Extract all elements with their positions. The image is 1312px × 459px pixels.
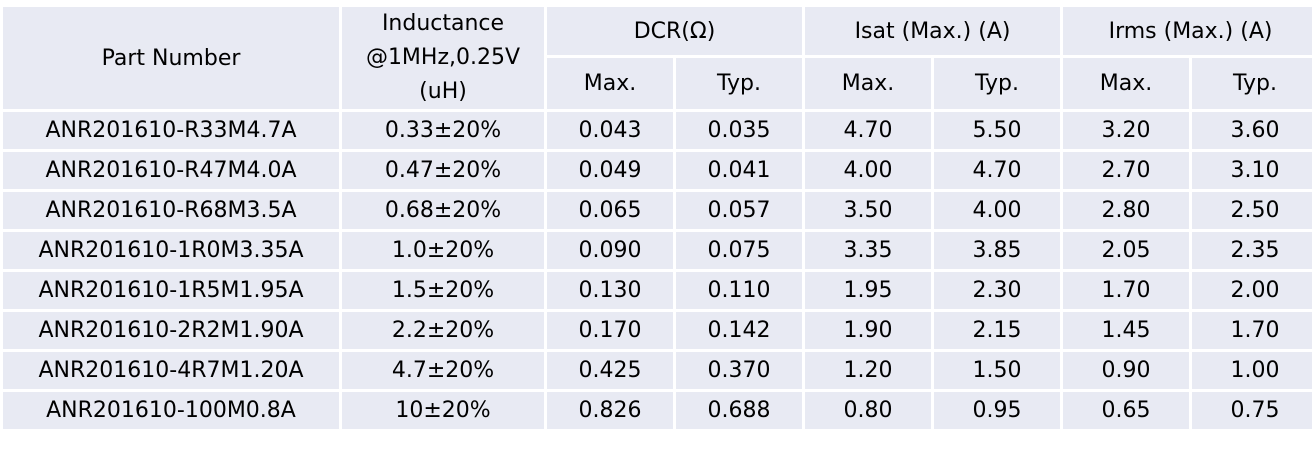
cell-isat-typ: 4.00: [934, 192, 1061, 229]
table-row: ANR201610-2R2M1.90A 2.2±20% 0.170 0.142 …: [3, 312, 1312, 349]
cell-part-number: ANR201610-100M0.8A: [3, 392, 339, 429]
cell-dcr-typ: 0.110: [676, 272, 803, 309]
cell-isat-typ: 5.50: [934, 112, 1061, 149]
cell-irms-typ: 2.35: [1192, 232, 1312, 269]
cell-isat-max: 3.50: [805, 192, 932, 229]
cell-dcr-typ: 0.370: [676, 352, 803, 389]
cell-isat-typ: 2.30: [934, 272, 1061, 309]
cell-isat-max: 4.00: [805, 152, 932, 189]
cell-irms-typ: 1.70: [1192, 312, 1312, 349]
cell-part-number: ANR201610-R47M4.0A: [3, 152, 339, 189]
header-inductance: Inductance @1MHz,0.25V (uH): [342, 7, 544, 109]
cell-dcr-max: 0.425: [547, 352, 673, 389]
header-dcr-typ: Typ.: [676, 58, 803, 109]
header-dcr-max: Max.: [547, 58, 673, 109]
cell-irms-max: 0.90: [1063, 352, 1190, 389]
cell-isat-typ: 1.50: [934, 352, 1061, 389]
cell-inductance: 2.2±20%: [342, 312, 544, 349]
cell-isat-typ: 2.15: [934, 312, 1061, 349]
table-row: ANR201610-4R7M1.20A 4.7±20% 0.425 0.370 …: [3, 352, 1312, 389]
cell-dcr-max: 0.065: [547, 192, 673, 229]
cell-isat-max: 3.35: [805, 232, 932, 269]
cell-isat-typ: 3.85: [934, 232, 1061, 269]
cell-irms-max: 2.80: [1063, 192, 1190, 229]
cell-irms-max: 0.65: [1063, 392, 1190, 429]
cell-isat-max: 0.80: [805, 392, 932, 429]
table-row: ANR201610-1R5M1.95A 1.5±20% 0.130 0.110 …: [3, 272, 1312, 309]
cell-part-number: ANR201610-1R0M3.35A: [3, 232, 339, 269]
cell-irms-max: 3.20: [1063, 112, 1190, 149]
table-row: ANR201610-100M0.8A 10±20% 0.826 0.688 0.…: [3, 392, 1312, 429]
cell-irms-typ: 3.10: [1192, 152, 1312, 189]
cell-inductance: 10±20%: [342, 392, 544, 429]
table-row: ANR201610-R68M3.5A 0.68±20% 0.065 0.057 …: [3, 192, 1312, 229]
cell-irms-typ: 1.00: [1192, 352, 1312, 389]
cell-irms-typ: 2.50: [1192, 192, 1312, 229]
cell-irms-max: 1.70: [1063, 272, 1190, 309]
table-row: ANR201610-R47M4.0A 0.47±20% 0.049 0.041 …: [3, 152, 1312, 189]
cell-part-number: ANR201610-R33M4.7A: [3, 112, 339, 149]
cell-irms-typ: 2.00: [1192, 272, 1312, 309]
cell-dcr-typ: 0.688: [676, 392, 803, 429]
cell-isat-typ: 0.95: [934, 392, 1061, 429]
cell-part-number: ANR201610-2R2M1.90A: [3, 312, 339, 349]
cell-part-number: ANR201610-R68M3.5A: [3, 192, 339, 229]
header-isat-typ: Typ.: [934, 58, 1061, 109]
table-row: ANR201610-1R0M3.35A 1.0±20% 0.090 0.075 …: [3, 232, 1312, 269]
cell-irms-typ: 0.75: [1192, 392, 1312, 429]
cell-isat-max: 1.95: [805, 272, 932, 309]
table-row: ANR201610-R33M4.7A 0.33±20% 0.043 0.035 …: [3, 112, 1312, 149]
cell-inductance: 4.7±20%: [342, 352, 544, 389]
cell-inductance: 0.33±20%: [342, 112, 544, 149]
cell-part-number: ANR201610-4R7M1.20A: [3, 352, 339, 389]
header-irms-max: Max.: [1063, 58, 1190, 109]
cell-dcr-max: 0.049: [547, 152, 673, 189]
cell-inductance: 1.5±20%: [342, 272, 544, 309]
cell-dcr-typ: 0.075: [676, 232, 803, 269]
cell-dcr-max: 0.043: [547, 112, 673, 149]
header-isat-max: Max.: [805, 58, 932, 109]
cell-dcr-max: 0.090: [547, 232, 673, 269]
cell-irms-max: 2.70: [1063, 152, 1190, 189]
cell-isat-max: 1.20: [805, 352, 932, 389]
header-isat: Isat (Max.) (A): [805, 7, 1061, 56]
cell-dcr-max: 0.170: [547, 312, 673, 349]
cell-dcr-typ: 0.142: [676, 312, 803, 349]
table-body: ANR201610-R33M4.7A 0.33±20% 0.043 0.035 …: [3, 112, 1312, 429]
header-inductance-line: Inductance: [381, 11, 505, 36]
cell-isat-typ: 4.70: [934, 152, 1061, 189]
cell-dcr-typ: 0.057: [676, 192, 803, 229]
cell-isat-max: 1.90: [805, 312, 932, 349]
cell-inductance: 1.0±20%: [342, 232, 544, 269]
cell-dcr-typ: 0.035: [676, 112, 803, 149]
cell-irms-max: 2.05: [1063, 232, 1190, 269]
cell-part-number: ANR201610-1R5M1.95A: [3, 272, 339, 309]
cell-irms-max: 1.45: [1063, 312, 1190, 349]
header-part-number: Part Number: [3, 7, 339, 109]
header-inductance-line: @1MHz,0.25V: [365, 45, 521, 70]
table-header: Part Number Inductance @1MHz,0.25V (uH) …: [3, 7, 1312, 109]
header-irms-typ: Typ.: [1192, 58, 1312, 109]
header-irms: Irms (Max.) (A): [1063, 7, 1312, 56]
cell-inductance: 0.47±20%: [342, 152, 544, 189]
cell-dcr-typ: 0.041: [676, 152, 803, 189]
cell-dcr-max: 0.130: [547, 272, 673, 309]
inductor-spec-table: Part Number Inductance @1MHz,0.25V (uH) …: [0, 4, 1312, 432]
header-dcr: DCR(Ω): [547, 7, 803, 56]
header-inductance-line: (uH): [419, 79, 467, 104]
cell-inductance: 0.68±20%: [342, 192, 544, 229]
cell-isat-max: 4.70: [805, 112, 932, 149]
cell-dcr-max: 0.826: [547, 392, 673, 429]
cell-irms-typ: 3.60: [1192, 112, 1312, 149]
